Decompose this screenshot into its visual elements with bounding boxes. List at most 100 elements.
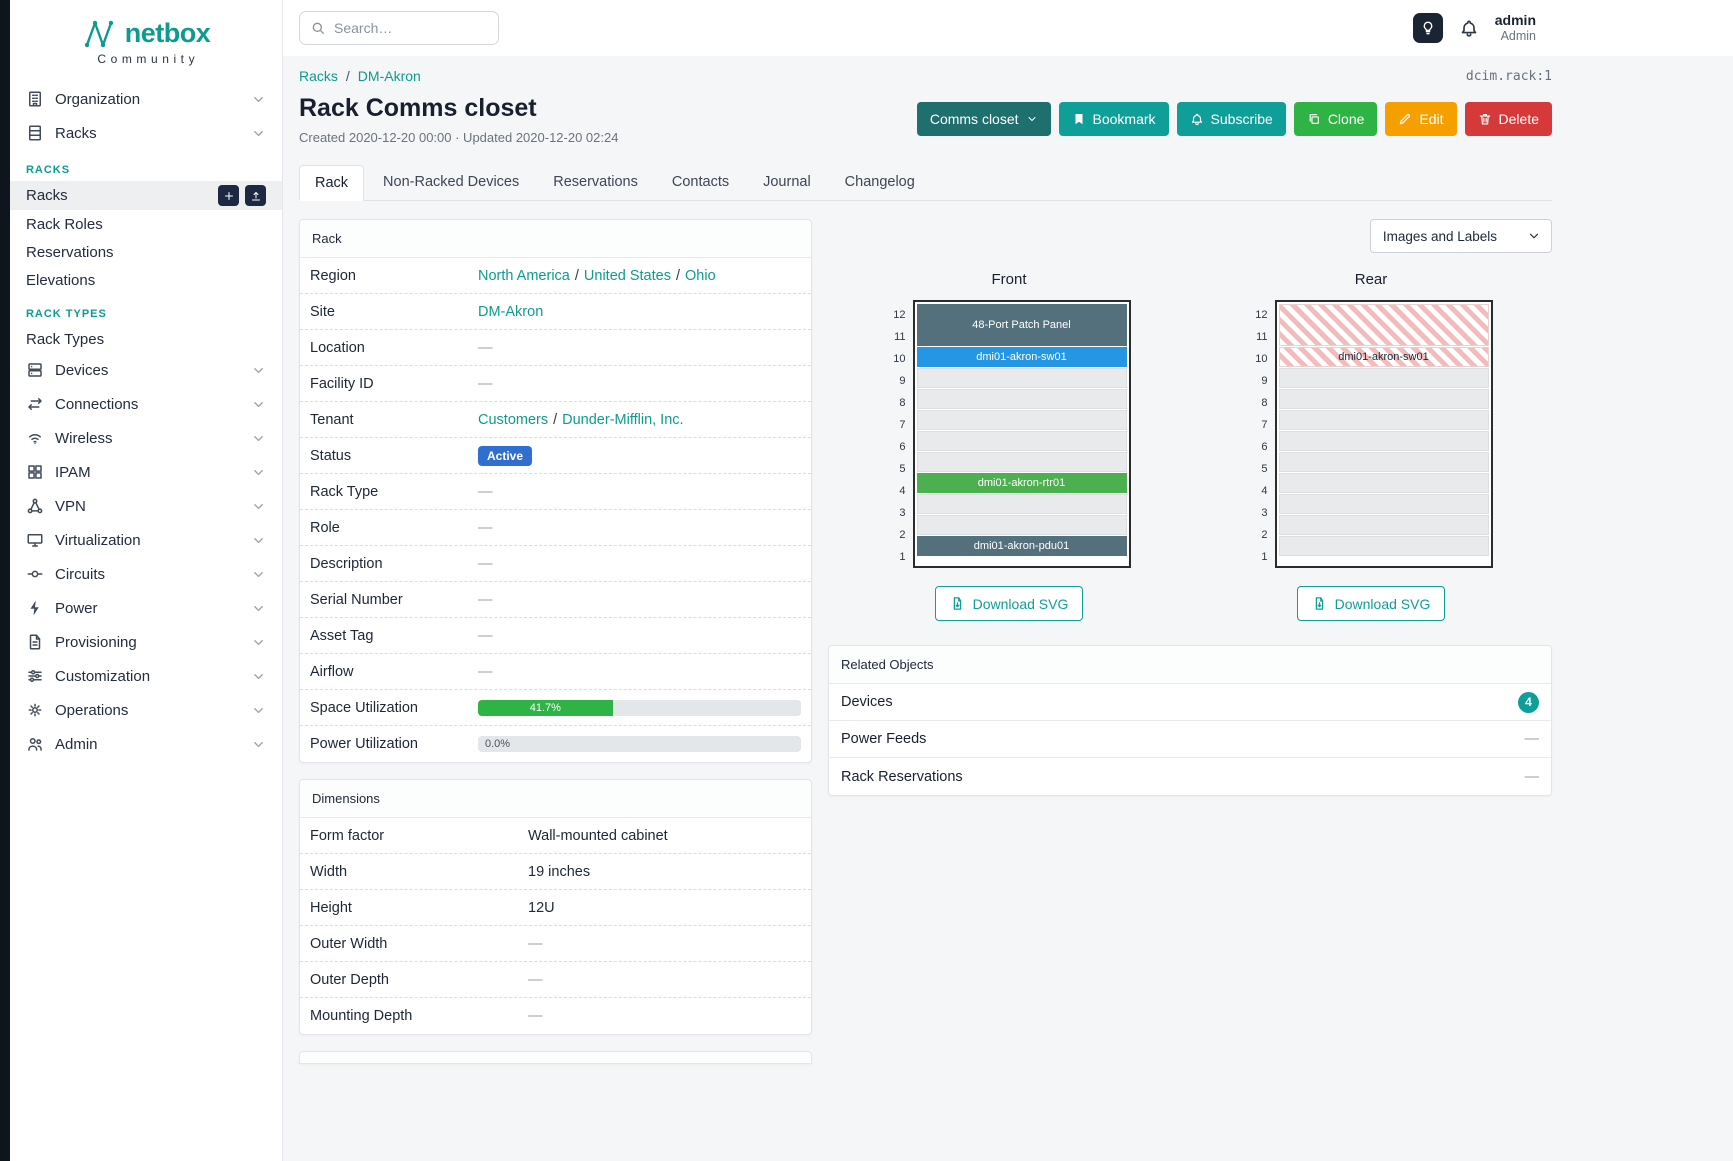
rack-slot-empty[interactable] [1278,410,1489,430]
sidebar-item-customization[interactable]: Customization [10,659,282,693]
tab-rack[interactable]: Rack [299,165,365,201]
rack-slot-empty[interactable] [916,389,1127,409]
trash-icon [1479,114,1490,125]
brand-tagline: Community [97,52,200,66]
breadcrumb-link-racks[interactable]: Racks [299,68,338,84]
rack-slot-empty[interactable] [1278,536,1489,556]
sidebar-item-label: Circuits [55,565,106,583]
sidebar-item-label: VPN [55,497,86,515]
rack-slot-empty[interactable] [916,494,1127,514]
region-link[interactable]: Ohio [685,267,716,284]
download-svg-label: Download SVG [972,595,1069,612]
action-buttons: Comms closet Bookmark Subscribe [916,102,1552,136]
related-row-devices[interactable]: Devices 4 [829,684,1551,721]
rack-slot-empty[interactable] [1278,515,1489,535]
sidebar-item-organization[interactable]: Organization [10,82,282,116]
subscribe-button[interactable]: Subscribe [1176,102,1286,136]
import-racks-button[interactable] [245,185,266,206]
clone-button[interactable]: Clone [1293,102,1378,136]
sidebar-subitem-elevations[interactable]: Elevations [10,266,282,294]
tenant-group-link[interactable]: Customers [478,411,549,428]
tab-journal[interactable]: Journal [763,174,811,190]
sidebar-item-devices[interactable]: Devices [10,353,282,387]
devices-icon [28,363,42,377]
rack-slot-empty[interactable] [916,368,1127,388]
theme-toggle-button[interactable] [1412,12,1443,43]
bookmark-label: Bookmark [1092,111,1156,127]
building-icon [29,91,41,107]
sidebar-item-provisioning[interactable]: Provisioning [10,625,282,659]
sidebar-subitem-rack-types[interactable]: Rack Types [10,325,282,353]
user-menu[interactable]: admin Admin [1495,12,1536,44]
rack-slot-switch-rear[interactable]: dmi01-akron-sw01 [1278,347,1489,367]
sidebar-subitem-reservations[interactable]: Reservations [10,238,282,266]
notifications-button[interactable] [1459,18,1479,38]
tab-non-racked-devices[interactable]: Non-Racked Devices [383,174,520,190]
space-utilization-bar: 41.7% [478,699,801,716]
site-link[interactable]: DM-Akron [478,303,544,320]
tab-contacts[interactable]: Contacts [671,174,730,190]
rack-slot-patch-panel[interactable]: 48-Port Patch Panel [916,304,1127,346]
sidebar-subitem-racks[interactable]: Racks [10,181,282,210]
rack-slot-empty[interactable] [1278,389,1489,409]
global-search[interactable] [299,11,499,45]
users-icon [28,738,42,751]
add-rack-button[interactable] [218,185,239,206]
rack-slot-pdu[interactable]: dmi01-akron-pdu01 [916,536,1127,556]
attr-row-airflow: Airflow — [300,654,811,690]
rack-slot-empty[interactable] [1278,494,1489,514]
download-svg-rear-button[interactable]: Download SVG [1296,586,1446,621]
sidebar-item-label: Customization [55,667,151,685]
sidebar-item-virtualization[interactable]: Virtualization [10,523,282,557]
chevron-down-icon [254,130,263,136]
sidebar-item-wireless[interactable]: Wireless [10,421,282,455]
rack-slot-empty[interactable] [916,452,1127,472]
region-link[interactable]: United States [583,267,671,284]
context-label: Comms closet [929,111,1019,127]
download-svg-front-button[interactable]: Download SVG [934,586,1084,621]
status-badge: Active [478,445,533,466]
sidebar-item-label: Wireless [55,429,113,447]
region-link[interactable]: North America [478,267,570,284]
edit-button[interactable]: Edit [1385,102,1457,136]
sidebar-item-racks[interactable]: Racks [10,116,282,150]
sidebar-item-vpn[interactable]: VPN [10,489,282,523]
object-identifier: dcim.rack:1 [1465,68,1552,84]
related-row-rack-reservations[interactable]: Rack Reservations — [841,768,1539,785]
netbox-logo[interactable]: netbox Community [10,14,282,82]
tab-reservations[interactable]: Reservations [553,174,638,190]
chevron-down-icon [254,741,263,747]
sidebar-item-connections[interactable]: Connections [10,387,282,421]
rack-slot-router[interactable]: dmi01-akron-rtr01 [916,473,1127,493]
related-row-power-feeds[interactable]: Power Feeds — [829,721,1551,758]
rack-slot-empty[interactable] [916,410,1127,430]
sidebar-item-ipam[interactable]: IPAM [10,455,282,489]
context-dropdown-button[interactable]: Comms closet [916,102,1051,136]
breadcrumb-link-site[interactable]: DM-Akron [357,68,421,84]
delete-button[interactable]: Delete [1464,102,1552,136]
bell-icon [1461,20,1477,37]
tenant-link[interactable]: Dunder-Mifflin, Inc. [562,411,684,428]
sidebar-item-operations[interactable]: Operations [10,693,282,727]
sidebar-item-circuits[interactable]: Circuits [10,557,282,591]
sidebar-item-power[interactable]: Power [10,591,282,625]
tab-changelog[interactable]: Changelog [844,174,915,190]
bookmark-button[interactable]: Bookmark [1058,102,1169,136]
search-input[interactable] [334,20,488,36]
rack-slot-empty[interactable] [1278,368,1489,388]
rack-slot-empty[interactable] [1278,431,1489,451]
rack-slot-empty[interactable] [916,515,1127,535]
dimensions-card: Dimensions Form factor Wall-mounted cabi… [299,779,812,1035]
rack-slot-empty[interactable] [1278,473,1489,493]
rack-slot-switch[interactable]: dmi01-akron-sw01 [916,347,1127,367]
elevation-view-select[interactable]: Images and Labels [1369,219,1552,253]
related-row-label: Rack Reservations [841,768,963,785]
pencil-icon [1400,113,1411,125]
sidebar-item-admin[interactable]: Admin [10,727,282,761]
rack-slot-empty[interactable] [1278,452,1489,472]
sidebar-subitem-rack-roles[interactable]: Rack Roles [10,210,282,238]
attr-row-mounting-depth: Mounting Depth — [310,1008,543,1024]
rack-slot-patch-panel-rear[interactable] [1278,304,1489,346]
rack-card-title: Rack [300,220,811,258]
rack-slot-empty[interactable] [916,431,1127,451]
